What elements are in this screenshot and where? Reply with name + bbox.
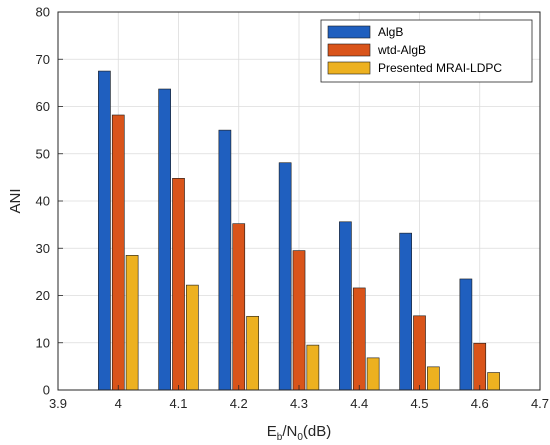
bar-presented-mrai-ldpc-4.1 bbox=[186, 284, 199, 391]
y-tick-label: 40 bbox=[36, 194, 50, 209]
legend-label: AlgB bbox=[378, 25, 403, 39]
bar-algb-4.2 bbox=[218, 129, 232, 391]
y-tick-label: 50 bbox=[36, 146, 50, 161]
x-tick-label: 4.3 bbox=[290, 396, 308, 411]
x-tick-label: 4.7 bbox=[531, 396, 549, 411]
bar-presented-mrai-ldpc-4.6 bbox=[487, 372, 500, 391]
legend-label: Presented MRAI-LDPC bbox=[378, 61, 502, 75]
bar-wtd-algb-4.4 bbox=[352, 287, 366, 391]
bar-wtd-algb-4.2 bbox=[232, 223, 246, 391]
bars bbox=[98, 70, 500, 391]
bar-algb-4 bbox=[98, 70, 111, 391]
y-tick-label: 70 bbox=[36, 52, 50, 67]
bar-wtd-algb-4 bbox=[111, 114, 125, 391]
bar-algb-4.1 bbox=[158, 88, 171, 391]
x-tick-label: 4 bbox=[115, 396, 122, 411]
legend-swatch bbox=[327, 43, 371, 57]
x-tick-label: 4.4 bbox=[350, 396, 368, 411]
y-tick-label: 30 bbox=[36, 241, 50, 256]
y-axis-title: ANI bbox=[7, 188, 24, 213]
y-tick-label: 60 bbox=[36, 99, 50, 114]
y-tick-label: 10 bbox=[36, 335, 50, 350]
y-tick-label: 80 bbox=[36, 5, 50, 20]
bar-wtd-algb-4.3 bbox=[292, 250, 306, 391]
bar-algb-4.6 bbox=[459, 278, 473, 391]
axis-ticks: 3.9 4 4.1 4.2 4.3 4.4 4.5 4.6 4.7 0 10 20 30 40 50 60 70… bbox=[36, 5, 550, 412]
bar-presented-mrai-ldpc-4.2 bbox=[246, 315, 259, 391]
y-tick-label: 20 bbox=[36, 288, 50, 303]
bar-algb-4.4 bbox=[339, 221, 352, 391]
bar-algb-4.3 bbox=[278, 162, 292, 391]
x-tick-label: 3.9 bbox=[49, 396, 67, 411]
legend-label: wtd-AlgB bbox=[377, 43, 426, 57]
bar-presented-mrai-ldpc-4.5 bbox=[427, 366, 440, 391]
bar-wtd-algb-4.1 bbox=[172, 178, 185, 391]
bar-wtd-algb-4.5 bbox=[413, 315, 426, 391]
legend-swatch bbox=[327, 25, 371, 39]
bar-wtd-algb-4.6 bbox=[473, 342, 487, 391]
bar-presented-mrai-ldpc-4.3 bbox=[306, 344, 320, 391]
x-tick-label: 4.1 bbox=[169, 396, 187, 411]
x-tick-label: 4.5 bbox=[410, 396, 428, 411]
bar-presented-mrai-ldpc-4.4 bbox=[366, 357, 380, 391]
bar-presented-mrai-ldpc-4 bbox=[125, 255, 139, 391]
bar-algb-4.5 bbox=[399, 232, 412, 391]
legend: AlgB wtd-AlgB Presented MRAI-LDPC bbox=[320, 19, 533, 83]
x-tick-label: 4.2 bbox=[230, 396, 248, 411]
x-tick-label: 4.6 bbox=[471, 396, 489, 411]
y-tick-label: 0 bbox=[43, 383, 50, 398]
legend-swatch bbox=[327, 61, 371, 75]
x-axis-title: Eb/N0(dB) bbox=[267, 423, 331, 443]
